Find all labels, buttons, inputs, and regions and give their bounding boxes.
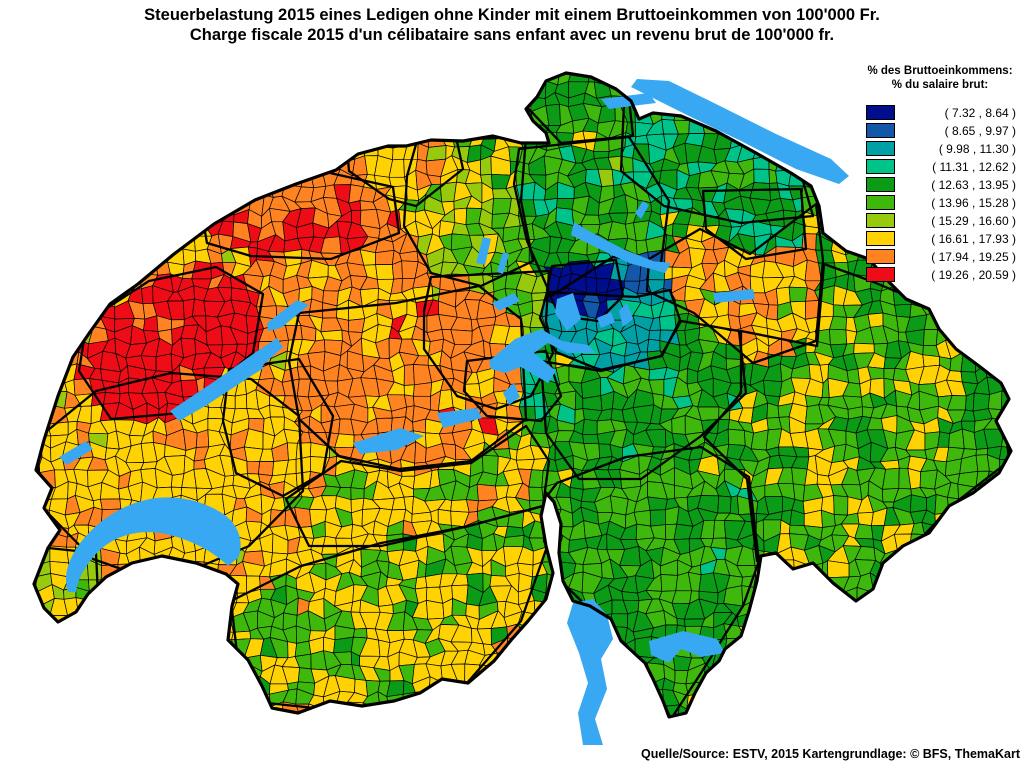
- legend-items: ( 7.32 , 8.64 ) ( 8.65 , 9.97 ) ( 9.98 , 1…: [860, 105, 1020, 282]
- legend-title-german: % des Bruttoeinkommens:: [867, 65, 1013, 77]
- legend-swatch: [866, 267, 895, 282]
- lake-sihlsee: [619, 303, 633, 327]
- lake-lago-maggiore: [567, 599, 613, 745]
- legend-row-10: ( 19.26 , 20.59 ): [866, 267, 1020, 282]
- lake-baldeggersee: [497, 252, 509, 274]
- legend-class-range: ( 15.29 , 16.60 ): [931, 213, 1016, 228]
- legend-row-7: ( 15.29 , 16.60 ): [866, 213, 1020, 228]
- legend-class-range: ( 7.32 , 8.64 ): [944, 105, 1016, 120]
- lake-hallwilersee: [476, 237, 491, 265]
- legend-swatch: [866, 213, 895, 228]
- lake-zugersee: [555, 293, 581, 331]
- legend-row-9: ( 17.94 , 19.25 ): [866, 249, 1020, 264]
- legend-class-range: ( 16.61 , 17.93 ): [931, 231, 1016, 246]
- lake-lac-leman: [66, 497, 241, 592]
- lake-greifensee: [635, 201, 649, 219]
- switzerland-choropleth-map: [32, 71, 1013, 745]
- legend-row-1: ( 7.32 , 8.64 ): [866, 105, 1020, 120]
- lake-lac-de-joux: [59, 441, 93, 465]
- lake-walensee: [713, 289, 755, 303]
- lake-aegerisee: [597, 312, 615, 328]
- title-french: Charge fiscale 2015 d'un célibataire san…: [189, 26, 835, 44]
- legend-class-range: ( 19.26 , 20.59 ): [931, 267, 1016, 282]
- legend-class-range: ( 13.96 , 15.28 ): [931, 195, 1016, 210]
- legend-row-6: ( 13.96 , 15.28 ): [866, 195, 1020, 210]
- lake-sempachersee: [492, 293, 520, 311]
- lake-bodensee: [631, 79, 849, 184]
- legend-row-4: ( 11.31 , 12.62 ): [866, 159, 1020, 174]
- lake-lac-neuchatel: [170, 338, 283, 421]
- legend-row-2: ( 8.65 , 9.97 ): [866, 123, 1020, 138]
- lake-vierwaldstaettersee: [489, 329, 596, 383]
- legend-title-french: % du salaire brut:: [891, 79, 989, 91]
- legend-title: % des Bruttoeinkommens: % du salaire bru…: [860, 64, 1020, 92]
- legend-class-range: ( 17.94 , 19.25 ): [931, 249, 1016, 264]
- lake-brienzersee: [437, 408, 482, 428]
- legend-class-range: ( 9.98 , 11.30 ): [938, 141, 1016, 156]
- lakes: [59, 79, 849, 745]
- legend-row-5: ( 12.63 , 13.95 ): [866, 177, 1020, 192]
- canton-borders: [34, 73, 1011, 717]
- legend-swatch: [866, 141, 895, 156]
- legend-swatch: [866, 159, 895, 174]
- lake-lago-di-lugano: [649, 631, 725, 663]
- lake-murtensee: [233, 361, 264, 382]
- lake-zuerichsee: [571, 222, 671, 273]
- legend-swatch: [866, 231, 895, 246]
- legend-row-3: ( 9.98 , 11.30 ): [866, 141, 1020, 156]
- lake-bielersee: [267, 300, 309, 331]
- lake-thunersee: [353, 428, 424, 454]
- legend-swatch: [866, 177, 895, 192]
- legend-swatch: [866, 249, 895, 264]
- legend-swatch: [866, 123, 895, 138]
- lake-sarnersee: [503, 383, 520, 405]
- legend-swatch: [866, 195, 895, 210]
- map-legend: % des Bruttoeinkommens: % du salaire bru…: [860, 64, 1020, 282]
- legend-class-range: ( 8.65 , 9.97 ): [944, 123, 1016, 138]
- source-attribution: Quelle/Source: ESTV, 2015 Kartengrundlag…: [641, 747, 1020, 761]
- page-title: Steuerbelastung 2015 eines Ledigen ohne …: [0, 5, 1024, 45]
- legend-class-range: ( 12.63 , 13.95 ): [931, 177, 1016, 192]
- legend-swatch: [866, 105, 895, 120]
- title-german: Steuerbelastung 2015 eines Ledigen ohne …: [144, 6, 880, 24]
- legend-class-range: ( 11.31 , 12.62 ): [932, 159, 1016, 174]
- national-border: [32, 71, 1013, 719]
- legend-row-8: ( 16.61 , 17.93 ): [866, 231, 1020, 246]
